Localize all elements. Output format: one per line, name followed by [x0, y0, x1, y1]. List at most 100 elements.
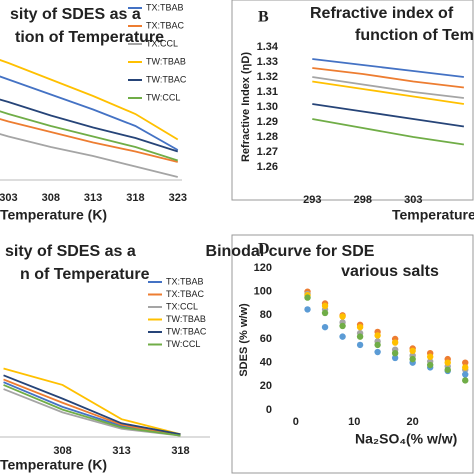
line	[3, 384, 181, 437]
chart-title: sity of SDES as a	[5, 243, 136, 260]
point	[339, 313, 346, 320]
point	[391, 339, 399, 346]
y-tick-label: 1.32	[257, 71, 278, 83]
y-tick-label: 1.33	[257, 56, 278, 68]
point	[304, 294, 311, 301]
x-tick-label: 313	[84, 192, 102, 204]
line	[312, 103, 465, 128]
line	[312, 80, 465, 105]
x-tick-label: 318	[126, 192, 144, 204]
line	[3, 367, 181, 436]
legend-label: TW:CCL	[166, 339, 200, 349]
line	[3, 378, 181, 437]
point	[374, 341, 381, 349]
point	[374, 348, 381, 356]
chart-title: Refractive index of	[310, 5, 454, 22]
x-tick-label: 308	[42, 192, 60, 204]
line	[312, 58, 464, 78]
legend-label: TX:CCL	[146, 38, 178, 48]
chart-subtitle: function of Temp	[355, 27, 474, 44]
y-tick-label: 1.30	[257, 101, 278, 113]
x-tick-label: 308	[53, 445, 71, 457]
legend-label: TX:TBAB	[166, 276, 204, 286]
point	[409, 347, 416, 355]
x-tick-label: 323	[169, 192, 187, 204]
point	[304, 306, 311, 313]
line	[0, 75, 179, 151]
x-tick-label: 313	[112, 445, 130, 457]
point	[426, 353, 434, 360]
point	[444, 359, 451, 366]
point	[462, 364, 469, 371]
plot-area	[0, 59, 179, 178]
chart-subtitle: n of Temperature	[20, 266, 150, 283]
line	[0, 118, 178, 163]
chart-title: Binodal curve for SDE	[206, 243, 375, 260]
y-tick-label: 1.29	[257, 116, 278, 128]
x-tick-label: 293	[303, 194, 321, 206]
y-tick-label: 1.28	[257, 131, 278, 143]
line	[0, 110, 179, 162]
legend-label: TW:TBAB	[146, 56, 186, 66]
line	[312, 118, 465, 146]
point	[444, 366, 451, 373]
legend-label: TX:TBAC	[166, 289, 205, 299]
legend-label: TX:CCL	[166, 301, 198, 311]
point	[356, 323, 364, 331]
line	[0, 98, 179, 153]
line	[0, 59, 179, 141]
legend-label: TW:CCL	[146, 92, 180, 102]
panel-frame	[231, 0, 474, 201]
x-tick-label: 0	[293, 416, 299, 428]
x-axis-label: Na₂SO₄(% w/w)	[355, 431, 457, 447]
y-tick-label: 40	[260, 357, 272, 369]
line	[3, 374, 181, 436]
x-tick-label: 303	[404, 194, 422, 206]
chart-title: sity of SDES as a	[10, 6, 141, 23]
panel-frame	[231, 234, 474, 474]
y-tick-label: 100	[254, 286, 272, 298]
plot-area	[3, 367, 181, 437]
legend-label: TW:TBAC	[166, 326, 207, 336]
point	[321, 309, 329, 317]
x-axis-label: Temperature (K)	[0, 207, 107, 223]
point	[462, 371, 469, 378]
point	[462, 377, 469, 384]
plot-area	[312, 58, 465, 146]
point	[321, 302, 329, 310]
y-axis-label: Refractive Index (ηD)	[240, 52, 252, 162]
x-tick-label: 298	[354, 194, 372, 206]
point	[426, 361, 434, 369]
y-tick-label: 0	[266, 404, 272, 416]
y-tick-label: 1.34	[257, 41, 279, 53]
legend-label: TX:TBAB	[146, 2, 184, 12]
x-tick-label: 20	[407, 416, 419, 428]
line	[312, 67, 464, 89]
x-tick-label: 303	[0, 192, 18, 204]
point	[462, 359, 469, 366]
point	[409, 355, 416, 363]
line	[0, 133, 178, 178]
point	[339, 333, 346, 340]
line	[312, 76, 464, 99]
y-axis-label: SDES (% w/w)	[238, 303, 250, 377]
y-tick-label: 20	[260, 380, 272, 392]
panel-label: B	[258, 9, 269, 26]
point	[391, 350, 399, 357]
y-tick-label: 80	[260, 309, 272, 321]
point	[356, 333, 364, 340]
legend-label: TX:TBAC	[146, 20, 185, 30]
legend-label: TW:TBAC	[146, 74, 187, 84]
y-tick-label: 120	[254, 262, 272, 274]
point	[339, 322, 346, 330]
y-tick-label: 60	[260, 333, 272, 345]
panel-label: D	[258, 241, 270, 258]
point	[391, 354, 399, 362]
x-axis-label: Temperature (	[392, 207, 474, 223]
chart-subtitle: various salts	[341, 263, 439, 280]
legend-label: TW:TBAB	[166, 314, 206, 324]
chart-subtitle: tion of Temperature	[15, 29, 164, 46]
x-tick-label: 10	[348, 416, 360, 428]
plot-area	[304, 288, 469, 384]
